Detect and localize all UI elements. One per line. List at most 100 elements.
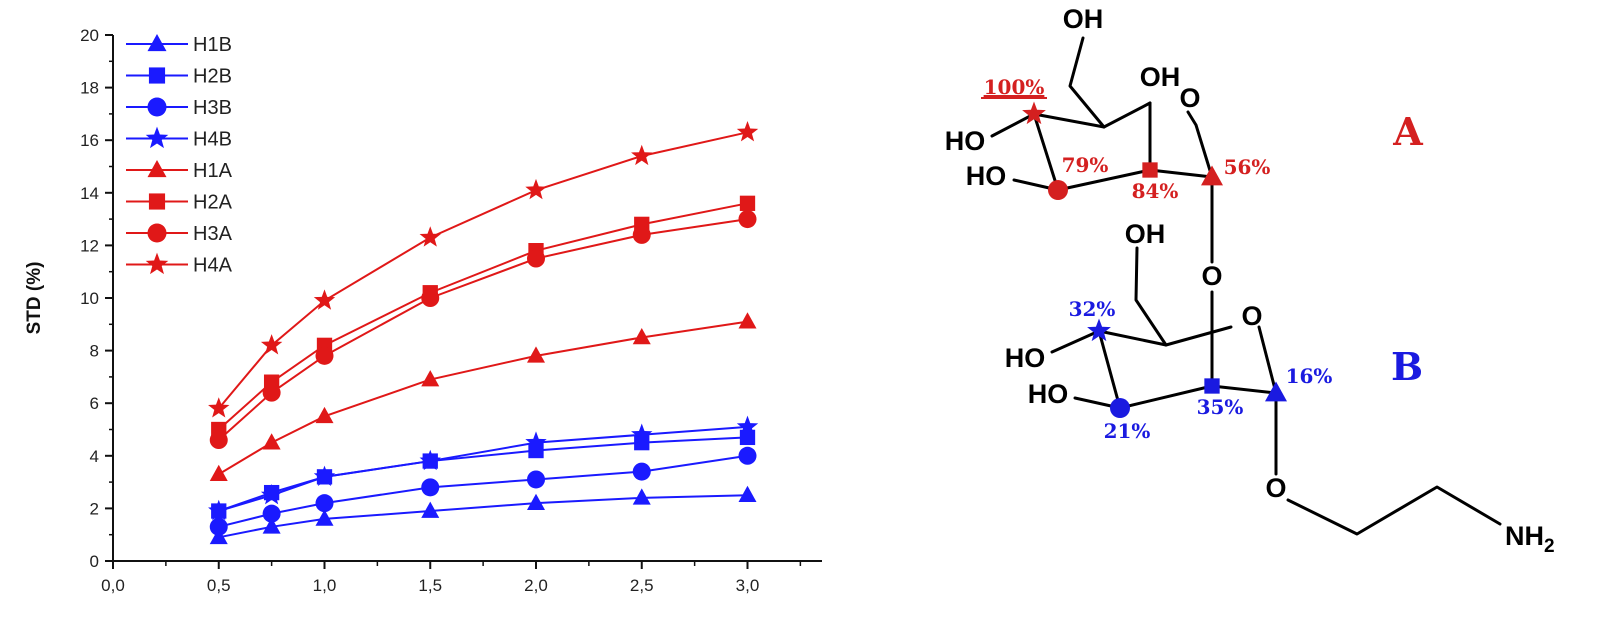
atom-oh-top: OH (1063, 4, 1104, 34)
data-point-h3a (262, 383, 281, 402)
atom-ho-b-c3: HO (1028, 379, 1069, 409)
data-point-h1a (209, 464, 228, 482)
series-group (208, 121, 759, 545)
data-point-h3a (209, 431, 228, 450)
atom-nh2: NH2 (1505, 521, 1555, 557)
marker-b-h2-square (1204, 378, 1220, 394)
legend-label-h1b: H1B (193, 34, 232, 56)
atom-o-link: O (1201, 261, 1222, 291)
y-tick-label: 6 (90, 394, 99, 413)
atom-oh-b-c6: OH (1125, 219, 1166, 249)
marker-b-h3-circle (1110, 398, 1130, 418)
ring-b-percentages: 32% 21% 35% 16% (1069, 297, 1333, 443)
marker-a-h4-star (1022, 101, 1046, 125)
marker-a-h3-circle (1048, 180, 1068, 200)
atom-nh2-main: NH (1505, 521, 1544, 551)
data-point-h1a (315, 406, 334, 424)
pct-a-h2: 84% (1132, 179, 1179, 203)
y-tick-label: 4 (90, 447, 99, 466)
x-tick-label: 1,0 (313, 576, 337, 595)
legend-marker-h3b (147, 97, 167, 117)
data-point-h1b (527, 493, 545, 510)
atom-o-glycosidic: O (1265, 473, 1286, 503)
legend-item-h1b: H1B (126, 34, 232, 56)
data-point-h1b (738, 485, 757, 503)
legend-label-h4a: H4A (193, 255, 233, 277)
legend-label-h2a: H2A (193, 192, 233, 214)
data-point-h4a (736, 121, 759, 142)
series-h4b (208, 415, 759, 521)
ring-a-percentages: 100% 79% 84% 56% (981, 75, 1270, 203)
legend-label-h3b: H3B (193, 97, 232, 119)
legend-marker-h2a (148, 193, 166, 210)
series-line-h3a (218, 218, 748, 441)
data-point-h3b (262, 504, 281, 523)
legend-marker-h3a (147, 223, 167, 243)
x-tick-label: 0,0 (101, 576, 125, 595)
series-h2b (211, 429, 756, 519)
disaccharide-structure: OH OH O HO HO OH O O HO HO O NH2 100% 79… (945, 4, 1555, 557)
series-line-h4b (218, 425, 748, 512)
series-line-h3b (218, 454, 748, 528)
legend-item-h2a: H2A (126, 192, 233, 214)
data-point-h1b (632, 488, 651, 505)
data-point-h3a (632, 225, 651, 244)
ring-label-b: B (1391, 344, 1423, 389)
legend-marker-h4a (145, 252, 169, 275)
data-point-h3b (738, 446, 757, 465)
y-tick-label: 14 (80, 184, 99, 203)
marker-a-h1-triangle (1201, 165, 1223, 186)
pct-a-h1: 56% (1224, 155, 1271, 179)
pct-b-h1: 16% (1286, 364, 1333, 388)
data-point-h4b (419, 449, 441, 471)
data-point-h4a (419, 226, 441, 247)
data-point-h4a (260, 334, 283, 355)
atom-ho-a-c3: HO (966, 161, 1007, 191)
series-h4a (208, 121, 759, 418)
data-point-h3a (421, 289, 440, 307)
legend-marker-h4b (145, 126, 169, 149)
legend-item-h1a: H1A (126, 160, 233, 182)
data-point-h3b (315, 494, 334, 513)
data-point-h2a (739, 195, 756, 211)
data-point-h4b (736, 415, 759, 436)
data-point-h3b (209, 517, 228, 536)
atom-oh-a-c3: OH (1140, 62, 1181, 92)
data-point-h3b (527, 470, 545, 489)
pct-b-h3: 21% (1104, 419, 1151, 443)
data-point-h1b (209, 527, 228, 545)
data-point-h4a (631, 144, 653, 166)
data-point-h1b (262, 517, 281, 534)
legend-item-h4a: H4A (126, 252, 233, 277)
y-ticks: 0 2 4 6 8 10 12 14 16 18 20 (80, 26, 113, 571)
data-point-h4a (525, 178, 547, 200)
data-point-h4a (208, 397, 230, 418)
x-tick-label: 2,0 (524, 576, 548, 595)
legend-item-h2b: H2B (126, 66, 232, 88)
atom-ho-a-c4: HO (945, 126, 986, 156)
legend-label-h3a: H3A (193, 223, 233, 245)
legend: H1B H2B H3B H4B H1A H2A H3A H4A (126, 34, 233, 277)
atom-o-ring-a: O (1179, 83, 1200, 113)
x-tick-label: 3,0 (736, 576, 760, 595)
ring-a-bonds (990, 36, 1214, 264)
y-tick-label: 18 (80, 79, 99, 98)
data-point-h4b (313, 465, 336, 486)
y-tick-label: 8 (90, 342, 99, 361)
data-point-h3a (315, 346, 334, 365)
data-point-h3b (421, 478, 440, 497)
pct-a-h4: 100% (984, 75, 1045, 99)
data-point-h1a (421, 370, 440, 387)
x-tick-label: 2,5 (630, 576, 654, 595)
pct-b-h2: 35% (1197, 395, 1244, 419)
series-h1a (209, 312, 757, 482)
series-line-h2a (218, 202, 748, 431)
data-point-h4b (631, 423, 653, 444)
y-tick-label: 16 (80, 131, 99, 150)
y-tick-label: 2 (90, 499, 99, 518)
data-point-h3b (632, 462, 651, 481)
legend-item-h3b: H3B (126, 97, 232, 119)
y-tick-label: 0 (90, 552, 99, 571)
